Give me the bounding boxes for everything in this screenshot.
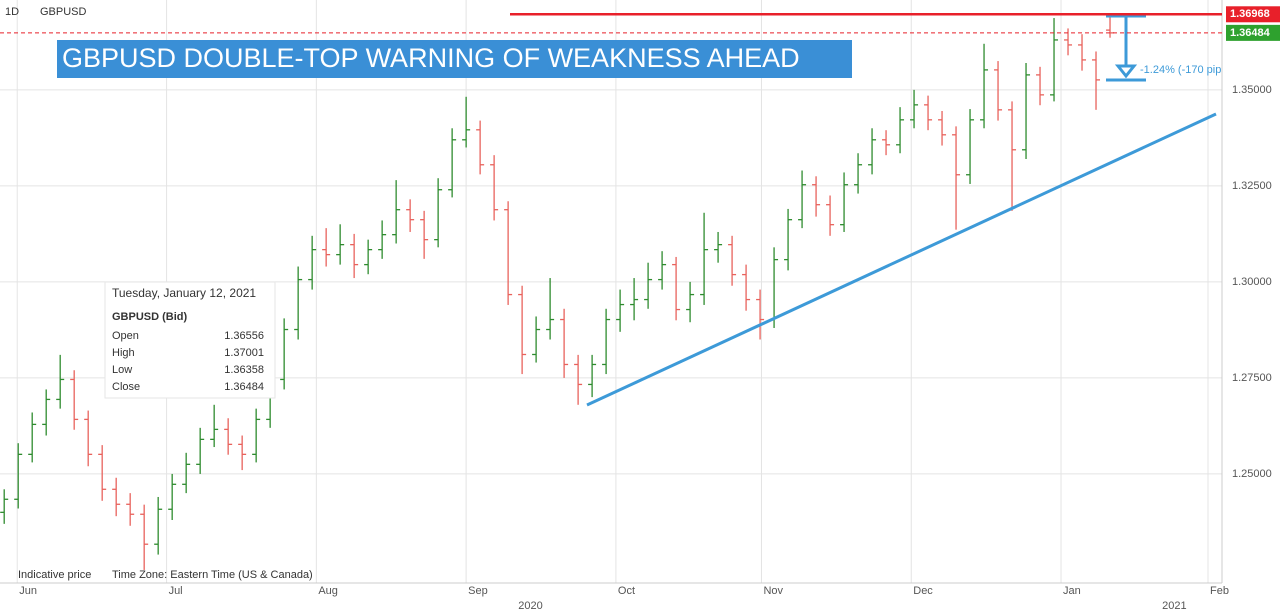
y-tick-label: 1.35000 bbox=[1232, 84, 1272, 96]
x-tick-label: Nov bbox=[763, 585, 783, 597]
symbol: GBPUSD bbox=[40, 6, 87, 18]
move-marker bbox=[1106, 14, 1146, 82]
bars-layer bbox=[0, 13, 1115, 570]
resistance-tag bbox=[1226, 6, 1280, 23]
footer-note: Indicative price bbox=[18, 569, 91, 581]
last-price-tag bbox=[1226, 24, 1280, 41]
tooltip-heading: GBPUSD (Bid) bbox=[112, 311, 188, 323]
annotation-box bbox=[57, 40, 852, 78]
tooltip-field: Close bbox=[112, 381, 140, 393]
tooltip: Tuesday, January 12, 2021 GBPUSD (Bid) O… bbox=[104, 281, 276, 399]
tooltip-date: Tuesday, January 12, 2021 bbox=[112, 286, 256, 300]
x-tick-label: Dec bbox=[913, 585, 933, 597]
tooltip-box bbox=[104, 281, 276, 399]
tooltip-value: 1.36484 bbox=[224, 381, 264, 393]
annotation: GBPUSD DOUBLE-TOP WARNING OF WEAKNESS AH… bbox=[62, 43, 800, 73]
tooltip-value: 1.36358 bbox=[224, 364, 264, 376]
tooltip-field: Open bbox=[112, 330, 139, 342]
tooltip-value: 1.37001 bbox=[224, 347, 264, 359]
x-year-label: 2020 bbox=[518, 600, 542, 612]
overlay-layer: 1.36968 1.36484 bbox=[0, 6, 1280, 41]
y-tick-label: 1.27500 bbox=[1232, 372, 1272, 384]
last-price-label: 1.36484 bbox=[1230, 27, 1271, 39]
trend-line bbox=[586, 112, 1217, 407]
x-tick-label: Feb bbox=[1210, 585, 1229, 597]
x-tick-label: Aug bbox=[318, 585, 338, 597]
footer-note: Time Zone: Eastern Time (US & Canada) bbox=[112, 569, 313, 581]
tooltip-value: 1.36556 bbox=[224, 330, 264, 342]
interval: 1D bbox=[5, 6, 19, 18]
y-tick-label: 1.32500 bbox=[1232, 180, 1272, 192]
x-tick-label: Oct bbox=[618, 585, 635, 597]
x-tick-label: Jul bbox=[169, 585, 183, 597]
move-label: -1.24% (-170 pip bbox=[1140, 64, 1221, 76]
x-tick-label: Sep bbox=[468, 585, 488, 597]
y-tick-label: 1.25000 bbox=[1232, 468, 1272, 480]
x-tick-label: Jan bbox=[1063, 585, 1081, 597]
tooltip-field: Low bbox=[112, 364, 132, 376]
y-tick-label: 1.30000 bbox=[1232, 276, 1272, 288]
tooltip-field: High bbox=[112, 347, 135, 359]
resistance-label: 1.36968 bbox=[1230, 8, 1270, 20]
x-tick-label: Jun bbox=[19, 585, 37, 597]
x-year-label: 2021 bbox=[1162, 600, 1186, 612]
